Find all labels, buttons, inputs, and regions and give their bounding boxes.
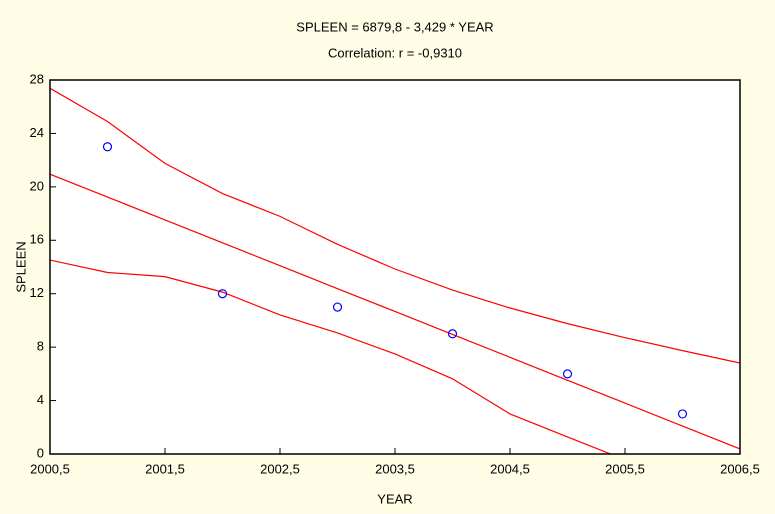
y-tick-label: 4: [37, 392, 44, 407]
data-point: [217, 289, 228, 299]
confidence-line: [50, 87, 740, 364]
x-tick-label: 2006,5: [720, 461, 760, 476]
y-tick-label: 16: [30, 232, 44, 247]
x-tick-label: 2002,5: [260, 461, 300, 476]
x-tick-label: 2003,5: [375, 461, 415, 476]
confidence-line: [50, 173, 740, 450]
chart-title: SPLEEN = 6879,8 - 3,429 * YEAR: [296, 19, 493, 34]
plot-content: [50, 87, 740, 454]
y-axis-label: SPLEEN: [13, 241, 28, 292]
y-tick-label: 28: [30, 71, 44, 86]
x-tick-label: 2005,5: [605, 461, 645, 476]
y-tick-label: 8: [37, 339, 44, 354]
data-point: [677, 409, 688, 419]
y-tick-label: 12: [30, 285, 44, 300]
x-tick-label: 2000,5: [30, 461, 70, 476]
plot-frame: [49, 79, 741, 455]
x-tick-label: 2004,5: [490, 461, 530, 476]
data-point: [447, 329, 458, 339]
data-point: [332, 302, 343, 312]
chart-subtitle: Correlation: r = -0,9310: [328, 45, 462, 60]
plot-area: [50, 80, 740, 454]
x-tick-label: 2001,5: [145, 461, 185, 476]
y-tick-label: 0: [37, 445, 44, 460]
y-tick-label: 20: [30, 178, 44, 193]
x-axis-label: YEAR: [377, 491, 412, 506]
data-point: [102, 142, 113, 152]
y-tick-label: 24: [30, 125, 44, 140]
data-point: [562, 369, 573, 379]
confidence-line: [50, 259, 613, 454]
